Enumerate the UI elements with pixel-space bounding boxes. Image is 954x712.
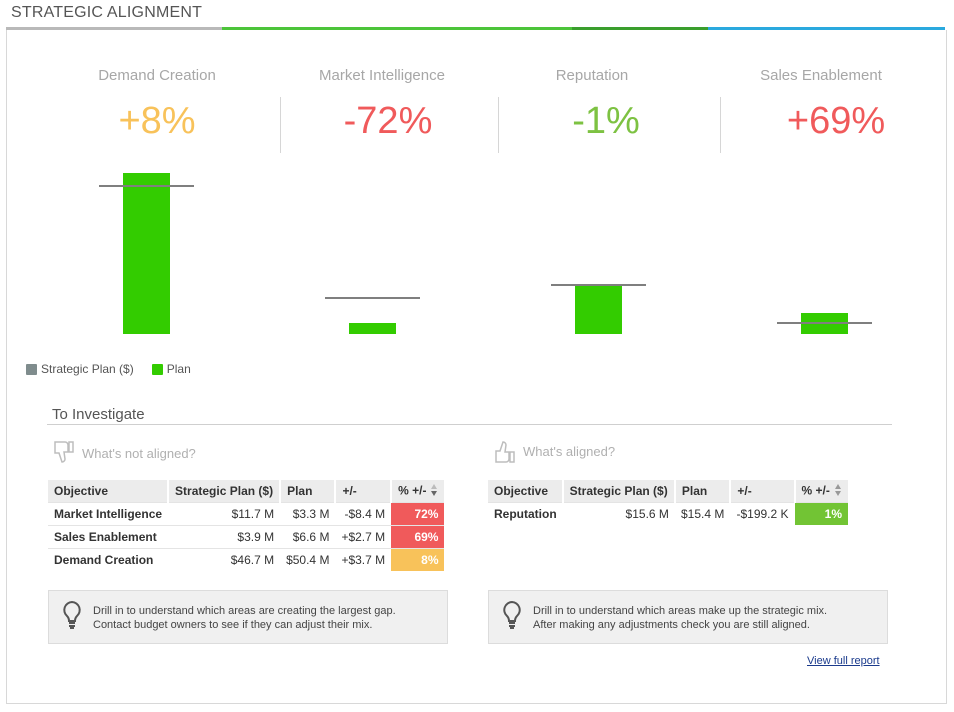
col-pct-label: % +/- [801,483,830,498]
cell-objective: Reputation [488,502,563,525]
col-diff[interactable]: +/- [335,480,393,503]
tip-line: Drill in to understand which areas make … [533,605,828,617]
col-diff[interactable]: +/- [730,480,796,503]
metric-divider [280,97,281,153]
sort-icon[interactable] [834,483,842,500]
not-aligned-label: What's not aligned? [82,445,196,461]
cell-pct-badge: 8% [391,548,445,571]
lightbulb-icon [503,600,521,629]
col-objective[interactable]: Objective [48,480,170,503]
col-plan[interactable]: Plan [280,480,337,503]
table-header-row: Objective Strategic Plan ($) Plan +/- % … [48,480,445,503]
legend-label-strategic: Strategic Plan ($) [41,362,134,376]
page-title: STRATEGIC ALIGNMENT [11,4,203,21]
metric-name: Market Intelligence [319,67,445,84]
cell-objective: Sales Enablement [48,525,169,549]
metric-name: Demand Creation [98,67,216,84]
aligned-table: Objective Strategic Plan ($) Plan +/- % … [488,480,848,525]
strategic-plan-marker [550,284,646,287]
metric-value: -1% [572,100,640,142]
cell-strategic: $15.6 M [562,502,675,525]
tip-box-aligned: Drill in to understand which areas make … [488,590,888,644]
col-pct-diff[interactable]: % +/- [794,480,848,503]
col-strategic-plan[interactable]: Strategic Plan ($) [562,480,676,503]
tip-line: After making any adjustments check you a… [533,619,810,631]
aligned-heading: What's aligned? [493,438,615,464]
cell-pct-badge: 72% [391,502,445,526]
thumbs-up-icon [495,441,515,463]
tip-line: Drill in to understand which areas are c… [93,605,396,617]
strategic-plan-marker [98,184,194,187]
metric-divider [720,97,721,153]
not-aligned-heading: What's not aligned? [52,440,196,466]
metric-value: -72% [343,100,433,142]
col-pct-label: % +/- [398,483,427,498]
cell-objective: Demand Creation [48,548,169,571]
col-pct-diff[interactable]: % +/- [391,480,445,503]
col-plan[interactable]: Plan [674,480,732,503]
metric-divider [498,97,499,153]
cell-objective: Market Intelligence [48,502,169,526]
lightbulb-icon [63,600,81,629]
table-row[interactable]: Market Intelligence $11.7 M $3.3 M -$8.4… [48,502,445,526]
thumbs-down-icon [54,441,74,463]
metric-value: +69% [786,100,886,142]
divider [47,424,892,425]
table-header-row: Objective Strategic Plan ($) Plan +/- % … [488,480,848,503]
cell-strategic: $46.7 M [168,548,281,571]
status-bar-segment [572,27,708,30]
view-full-report-link[interactable]: View full report [807,655,880,667]
metric-value: +8% [118,100,196,142]
table-row[interactable]: Sales Enablement $3.9 M $6.6 M +$2.7 M 6… [48,525,445,549]
col-objective[interactable]: Objective [488,480,564,503]
cell-strategic: $3.9 M [168,525,281,549]
strategic-plan-marker [324,296,420,299]
cell-pct-badge: 1% [794,502,848,525]
cell-strategic: $11.7 M [168,502,281,526]
tip-box-not-aligned: Drill in to understand which areas are c… [48,590,448,644]
col-strategic-plan[interactable]: Strategic Plan ($) [168,480,282,503]
cell-diff: -$8.4 M [335,502,392,526]
strategic-plan-marker [776,321,872,324]
chart-legend: Strategic Plan ($) Plan [26,362,191,376]
table-row[interactable]: Reputation $15.6 M $15.4 M -$199.2 K 1% [488,502,848,525]
plan-bar[interactable] [122,173,170,334]
dashboard-panel [6,30,947,704]
table-row[interactable]: Demand Creation $46.7 M $50.4 M +$3.7 M … [48,548,445,571]
cell-diff: +$2.7 M [335,525,392,549]
cell-diff: -$199.2 K [730,502,795,525]
cell-diff: +$3.7 M [335,548,392,571]
sort-icon[interactable] [430,483,438,500]
tip-line: Contact budget owners to see if they can… [93,619,373,631]
plan-bar[interactable] [348,323,396,334]
plan-bar[interactable] [574,284,622,334]
cell-plan: $6.6 M [280,525,336,549]
metric-name: Reputation [555,67,629,84]
status-bar-segment [708,27,945,30]
cell-plan: $50.4 M [280,548,336,571]
legend-label-plan: Plan [166,362,191,376]
status-bar-segment [6,27,222,30]
investigate-title: To Investigate [52,406,145,423]
not-aligned-table: Objective Strategic Plan ($) Plan +/- % … [48,480,445,571]
plan-swatch [151,363,163,375]
strategic-plan-swatch [26,363,37,375]
cell-plan: $15.4 M [674,502,731,525]
cell-pct-badge: 69% [391,525,445,549]
cell-plan: $3.3 M [280,502,336,526]
metric-name: Sales Enablement [760,67,882,84]
status-bar-segment [222,27,572,30]
aligned-label: What's aligned? [523,443,616,459]
